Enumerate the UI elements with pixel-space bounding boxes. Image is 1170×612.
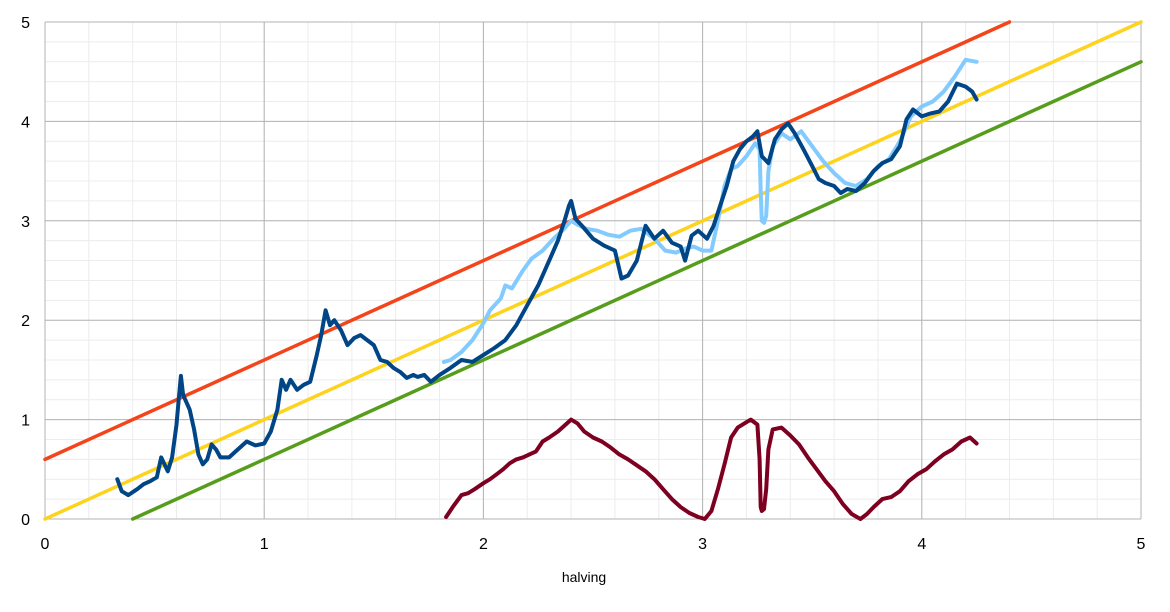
series-line-1: [43, 20, 1012, 462]
series-line-2: [43, 20, 1143, 521]
series-line-3: [130, 60, 1143, 521]
x-axis-ticks: 0 1 2 3 4 5: [41, 536, 1146, 553]
series-line-6: [444, 417, 979, 521]
x-tick-label: 3: [698, 536, 707, 553]
series-line-5: [115, 81, 979, 498]
y-tick-label: 2: [21, 313, 30, 330]
x-tick-label: 0: [41, 536, 50, 553]
x-tick-label: 2: [479, 536, 488, 553]
y-tick-label: 1: [21, 413, 30, 430]
x-axis-title: halving: [562, 569, 606, 585]
y-tick-label: 4: [21, 114, 30, 131]
x-tick-label: 1: [260, 536, 269, 553]
x-tick-label: 5: [1137, 536, 1146, 553]
y-axis-ticks: 0 1 2 3 4 5: [21, 15, 30, 529]
y-tick-label: 5: [21, 15, 30, 32]
series-line-4: [441, 57, 979, 364]
x-tick-label: 4: [917, 536, 926, 553]
series-layer: [43, 20, 1143, 521]
y-tick-label: 3: [21, 214, 30, 231]
y-tick-label: 0: [21, 512, 30, 529]
